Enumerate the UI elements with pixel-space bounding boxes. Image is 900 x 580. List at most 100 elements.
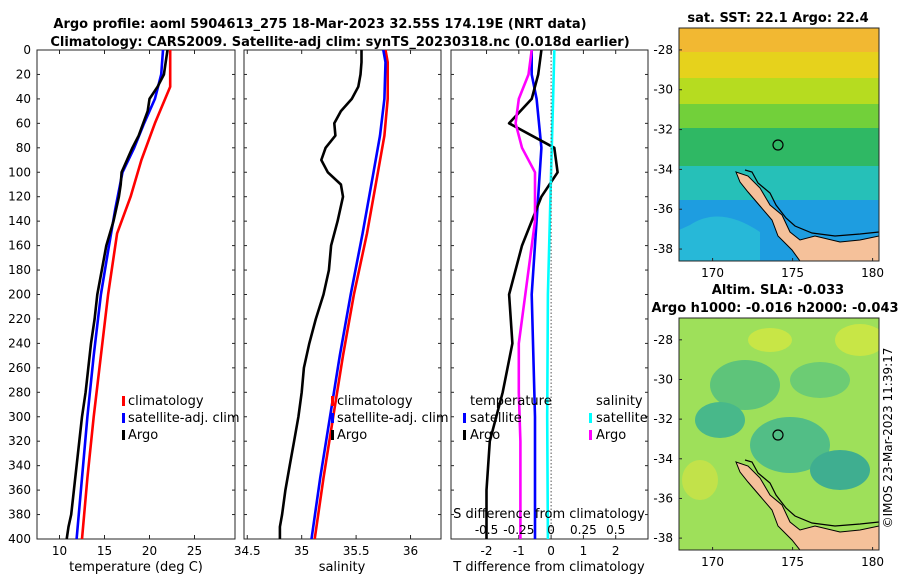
depth-tick-label: 380 xyxy=(8,508,31,522)
nz-coastline xyxy=(735,461,879,550)
lat-tick-label: -34 xyxy=(653,452,673,466)
top-tick-label: 0 xyxy=(547,523,555,537)
sst-warm-band xyxy=(679,52,879,82)
legend-heading-temperature: temperature xyxy=(470,394,552,409)
sst-band xyxy=(679,78,879,108)
depth-axis: 0 20 40 60 80 100 120 140 160 180 200 220 240 260 280 3… xyxy=(8,43,648,546)
legend-swatch-s-satellite xyxy=(589,413,592,423)
sst-map xyxy=(679,28,879,261)
x-tick-label: 35.5 xyxy=(343,544,370,558)
sla-low-patch xyxy=(750,417,830,473)
lat-tick-label: -36 xyxy=(653,491,673,505)
difference-axes xyxy=(450,49,649,540)
argo-location-marker xyxy=(772,429,784,441)
lon-tick-label: 175 xyxy=(781,555,804,569)
temperature-legend: climatology satellite-adj. clim Argo xyxy=(122,394,240,443)
x-tick-label: 10 xyxy=(52,544,67,558)
difference-xlabel: T difference from climatology xyxy=(452,560,645,575)
map-axes-ticks: -28 -30 -32 -34 -36 -38 170 175 180 -28 -30 -32 -34 -… xyxy=(653,43,884,569)
legend-swatch-argo xyxy=(122,430,125,440)
x-tick-label: 36 xyxy=(403,544,418,558)
lat-tick-label: -30 xyxy=(653,372,673,386)
x-tick-label: 2 xyxy=(612,544,620,558)
figure-title-line2: Climatology: CARS2009. Satellite-adj cli… xyxy=(50,35,629,50)
series-climatology xyxy=(80,50,172,540)
lon-tick-label: 175 xyxy=(781,266,804,280)
lat-tick-label: -38 xyxy=(653,242,673,256)
legend-swatch-t-argo xyxy=(463,430,466,440)
sla-high-patch xyxy=(748,328,792,352)
sst-band xyxy=(679,128,879,166)
depth-tick-label: 240 xyxy=(8,336,31,350)
lon-tick-label: 170 xyxy=(701,555,724,569)
series-climatology xyxy=(313,49,390,540)
lat-tick-label: -28 xyxy=(653,43,673,57)
depth-tick-label: 220 xyxy=(8,312,31,326)
legend-label: climatology xyxy=(337,394,413,409)
sla-low-patch xyxy=(790,362,850,398)
x-tick-label: 35 xyxy=(294,544,309,558)
copyright-timestamp: ©IMOS 23-Mar-2023 11:39:17 xyxy=(881,348,895,529)
depth-tick-label: 280 xyxy=(8,385,31,399)
x-tick-label: 20 xyxy=(142,544,157,558)
lon-tick-label: 180 xyxy=(861,555,884,569)
depth-tick-label: 100 xyxy=(8,165,31,179)
sst-band xyxy=(679,104,879,130)
legend-swatch-climatology xyxy=(122,396,125,406)
sla-low-patch xyxy=(710,360,780,410)
top-tick-label: 0.25 xyxy=(570,523,597,537)
bathymetry-contour xyxy=(744,169,879,237)
series-argo xyxy=(278,50,363,539)
depth-tick-label: 260 xyxy=(8,361,31,375)
salinity-legend: climatology satellite-adj. clim Argo xyxy=(331,394,449,443)
depth-tick-label: 40 xyxy=(16,92,31,106)
x-axes-ticks: 10 15 20 25 34.5 35 35.5 36 -2 -1 0 1 2 xyxy=(52,50,620,558)
sla-map-frame xyxy=(678,317,880,551)
temperature-axes xyxy=(36,49,236,540)
depth-tick-label: 400 xyxy=(8,532,31,546)
depth-tick-label: 320 xyxy=(8,434,31,448)
series-satellite-adj-clim xyxy=(310,49,387,540)
sst-map-title: sat. SST: 22.1 Argo: 22.4 xyxy=(687,11,868,26)
x-tick-label: -2 xyxy=(481,544,493,558)
nz-coastline xyxy=(735,171,879,261)
x-tick-label: 1 xyxy=(580,544,588,558)
sla-map-title: Altim. SLA: -0.033 xyxy=(712,283,844,298)
legend-heading-salinity: salinity xyxy=(596,394,643,409)
lat-tick-label: -32 xyxy=(653,412,673,426)
legend-swatch-climatology xyxy=(331,396,334,406)
series-temperature-argo xyxy=(485,49,559,539)
sst-band xyxy=(679,166,879,206)
difference-legend: temperature satellite Argo salinity sate… xyxy=(463,394,648,443)
x-tick-label: 34.5 xyxy=(234,544,261,558)
sla-high-patch xyxy=(835,324,879,356)
difference-top-xlabel: S difference from climatology xyxy=(453,507,645,522)
sla-low-patch xyxy=(810,450,870,490)
legend-swatch-t-satellite xyxy=(463,413,466,423)
profile-series xyxy=(65,49,559,540)
top-tick-label: 0.5 xyxy=(606,523,625,537)
depth-tick-label: 200 xyxy=(8,288,31,302)
legend-label: satellite-adj. clim xyxy=(128,411,240,426)
legend-label: satellite xyxy=(596,411,648,426)
x-tick-label: 25 xyxy=(187,544,202,558)
legend-label: satellite-adj. clim xyxy=(337,411,449,426)
lat-tick-label: -38 xyxy=(653,531,673,545)
lat-tick-label: -36 xyxy=(653,202,673,216)
figure-title-line1: Argo profile: aoml 5904613_275 18-Mar-20… xyxy=(53,17,586,32)
depth-tick-label: 140 xyxy=(8,214,31,228)
bathymetry-contour xyxy=(744,459,879,527)
depth-tick-label: 80 xyxy=(16,141,31,155)
sst-map-frame xyxy=(678,27,880,262)
lat-tick-label: -34 xyxy=(653,162,673,176)
depth-tick-label: 120 xyxy=(8,190,31,204)
depth-tick-label: 60 xyxy=(16,116,31,130)
legend-label: climatology xyxy=(128,394,204,409)
depth-tick-label: 180 xyxy=(8,263,31,277)
depth-tick-label: 160 xyxy=(8,239,31,253)
depth-tick-label: 20 xyxy=(16,67,31,81)
top-tick-label: -0.5 xyxy=(475,523,498,537)
series-temperature-satellite xyxy=(530,50,543,539)
x-tick-label: 0 xyxy=(547,544,555,558)
